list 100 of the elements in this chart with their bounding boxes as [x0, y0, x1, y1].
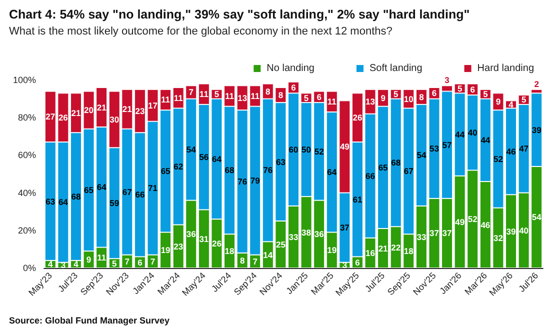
data-label: 52 — [468, 214, 478, 224]
data-label: 25 — [276, 240, 286, 250]
data-label: 7 — [124, 256, 130, 266]
data-label: 37 — [442, 228, 452, 238]
data-label: 39 — [506, 226, 516, 236]
data-label: 68 — [71, 192, 81, 202]
data-label: 11 — [161, 94, 170, 105]
data-label: 47 — [519, 144, 529, 154]
y-tick-label: 40% — [18, 188, 36, 198]
data-label: 26 — [58, 112, 68, 123]
data-label: 63 — [276, 156, 286, 167]
data-label: 30 — [110, 114, 120, 124]
data-label: 6 — [316, 92, 322, 102]
data-label: 32 — [493, 232, 504, 243]
data-label: 54 — [186, 144, 196, 155]
data-label: 63 — [46, 196, 56, 206]
data-label: 46 — [480, 220, 490, 230]
data-label: 52 — [493, 154, 504, 164]
legend-label: No landing — [266, 63, 314, 74]
data-label: 5 — [483, 89, 488, 100]
data-label: 38 — [302, 227, 312, 238]
data-label: 5 — [521, 94, 526, 105]
data-label: 4 — [48, 259, 54, 270]
data-label: 13 — [238, 92, 248, 103]
data-label: 11 — [225, 90, 234, 101]
data-label: 5 — [214, 89, 220, 100]
data-label: 68 — [391, 158, 401, 168]
y-tick-label: 80% — [18, 112, 36, 123]
chart-subtitle: What is the most likely outcome for the global economy in the next 12 months? — [9, 26, 392, 38]
data-label: 57 — [442, 140, 452, 150]
data-label: 4 — [74, 259, 79, 270]
data-label: 26 — [212, 238, 222, 249]
y-tick-label: 100% — [12, 75, 36, 85]
data-label: 11 — [174, 92, 184, 103]
data-label: 52 — [314, 146, 324, 156]
data-label: 19 — [327, 245, 337, 256]
data-label: 11 — [327, 96, 337, 107]
data-label: 18 — [404, 246, 414, 256]
data-label: 9 — [380, 92, 386, 103]
data-label: 67 — [122, 186, 132, 197]
data-label: 71 — [148, 183, 158, 194]
data-label: 6 — [355, 257, 360, 268]
data-label: 40 — [468, 128, 478, 138]
data-label: 21 — [378, 243, 388, 254]
data-label: 21 — [122, 104, 132, 114]
data-label: 21 — [96, 102, 107, 112]
data-label: 68 — [224, 165, 235, 176]
data-label: 64 — [58, 197, 68, 208]
data-label: 65 — [378, 162, 388, 172]
data-label: 20 — [84, 105, 94, 116]
data-label: 5 — [304, 92, 309, 103]
data-label: 7 — [188, 87, 194, 98]
data-label: 33 — [416, 232, 426, 242]
data-label: 66 — [366, 170, 376, 181]
y-tick-label: 60% — [18, 150, 36, 160]
data-label: 76 — [238, 176, 248, 187]
data-label: 5 — [393, 89, 398, 100]
data-label: 22 — [391, 242, 401, 252]
data-label: 54 — [532, 212, 542, 222]
data-label: 7 — [150, 256, 156, 266]
data-label: 10 — [404, 94, 414, 104]
data-label: 5 — [112, 258, 118, 268]
data-label: 8 — [266, 86, 271, 96]
data-label: 27 — [46, 112, 56, 122]
data-label: 11 — [199, 89, 209, 100]
data-label: 67 — [404, 166, 414, 176]
data-label: 37 — [430, 228, 440, 238]
y-tick-label: 20% — [18, 225, 36, 236]
data-label: 44 — [455, 130, 465, 140]
data-label: 11 — [250, 90, 260, 101]
data-label: 11 — [97, 252, 106, 263]
y-tick-label: 0% — [22, 263, 36, 273]
data-label: 56 — [199, 152, 209, 162]
data-label: 7 — [252, 256, 258, 266]
legend-label: Soft landing — [369, 63, 422, 74]
chart-title: Chart 4: 54% say "no landing," 39% say "soft landing," 2% say "hard landing" — [9, 8, 470, 22]
data-label: 61 — [352, 194, 362, 204]
data-label: 36 — [314, 229, 324, 240]
data-label: 59 — [110, 198, 120, 208]
data-label: 31 — [199, 234, 209, 244]
data-label: 6 — [470, 84, 476, 94]
data-label: 4 — [508, 99, 514, 110]
data-label: 49 — [340, 142, 350, 152]
data-label: 8 — [278, 90, 284, 100]
data-label: 76 — [263, 165, 273, 176]
data-label: 16 — [366, 248, 376, 258]
data-label: 9 — [86, 254, 92, 265]
data-label: 14 — [263, 250, 273, 260]
data-label: 64 — [96, 182, 107, 192]
data-label: 26 — [352, 112, 362, 123]
data-label: 65 — [160, 166, 171, 176]
data-label: 8 — [240, 255, 245, 266]
data-label: 65 — [84, 184, 94, 195]
data-label: 53 — [430, 144, 440, 154]
data-label: 18 — [224, 246, 235, 256]
data-label: 36 — [186, 229, 196, 240]
data-label: 46 — [506, 146, 516, 156]
data-label: 6 — [432, 88, 437, 98]
source-note: Source: Global Fund Manager Survey — [9, 316, 170, 326]
data-label: 64 — [212, 154, 222, 164]
